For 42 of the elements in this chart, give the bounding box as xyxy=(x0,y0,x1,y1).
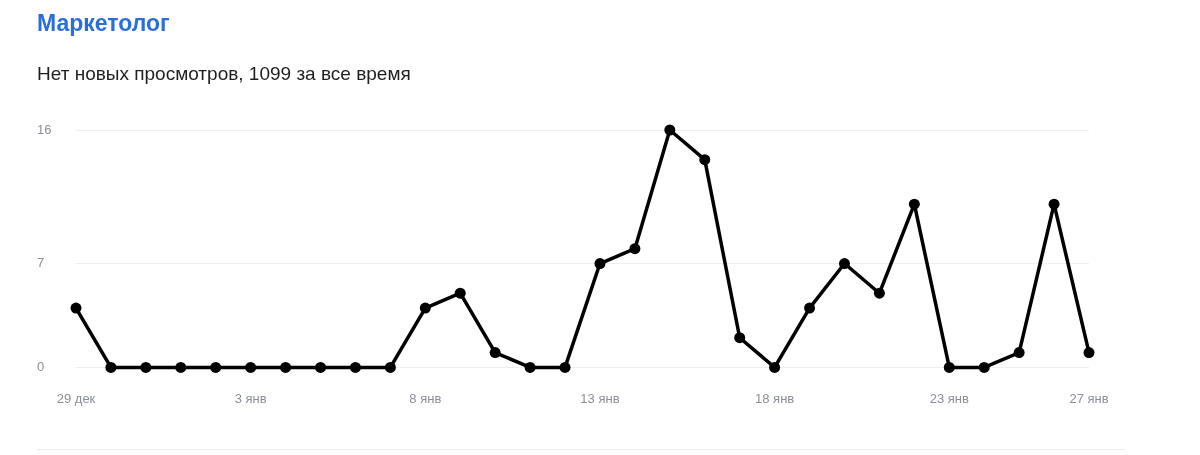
point xyxy=(804,302,816,314)
x-tick-label: 18 янв xyxy=(755,390,795,406)
point xyxy=(210,361,222,373)
x-tick-label: 13 янв xyxy=(580,390,620,406)
point xyxy=(664,124,676,136)
point xyxy=(734,332,746,344)
point xyxy=(315,361,327,373)
x-tick-label: 29 дек xyxy=(56,390,96,406)
point xyxy=(873,287,885,299)
point xyxy=(454,287,466,299)
point xyxy=(384,361,396,373)
point xyxy=(908,198,920,210)
point xyxy=(943,361,955,373)
point xyxy=(1048,198,1060,210)
point xyxy=(594,258,606,270)
point xyxy=(489,347,501,359)
y-tick-label: 16 xyxy=(37,121,52,137)
point xyxy=(175,361,187,373)
point xyxy=(838,258,850,270)
point xyxy=(349,361,361,373)
point xyxy=(699,154,711,166)
chart-title: Маркетолог xyxy=(37,9,170,37)
point xyxy=(524,361,536,373)
point xyxy=(105,361,117,373)
x-tick-label: 27 янв xyxy=(1069,390,1109,406)
x-tick-label: 3 янв xyxy=(234,390,267,406)
point xyxy=(140,361,152,373)
chart-subtitle: Нет новых просмотров, 1099 за все время xyxy=(37,62,411,86)
point xyxy=(1013,347,1025,359)
point xyxy=(1083,347,1095,359)
point xyxy=(559,361,571,373)
point xyxy=(769,361,781,373)
point xyxy=(419,302,431,314)
point xyxy=(245,361,257,373)
y-tick-label: 0 xyxy=(37,358,45,374)
x-tick-label: 8 янв xyxy=(409,390,442,406)
y-tick-label: 7 xyxy=(37,255,45,271)
point xyxy=(70,302,82,314)
point xyxy=(978,361,990,373)
x-tick-label: 23 янв xyxy=(929,390,969,406)
point xyxy=(280,361,292,373)
point xyxy=(629,243,641,255)
